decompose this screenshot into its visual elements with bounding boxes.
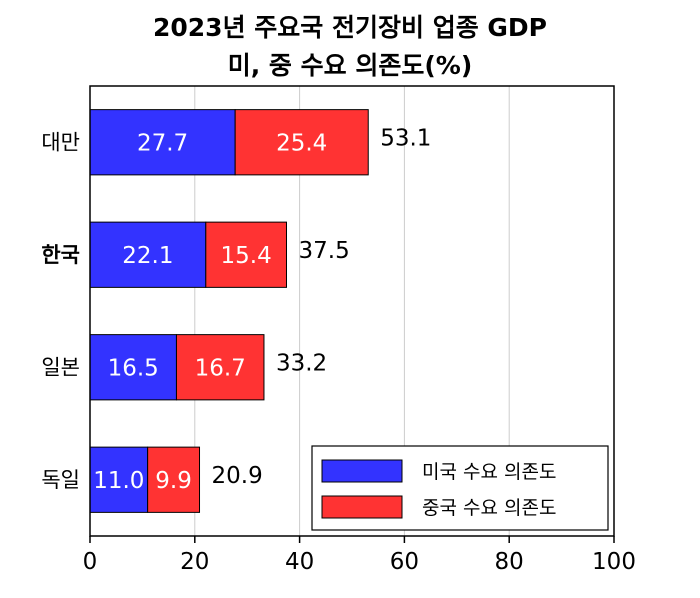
total-label-한국: 37.5 [299,238,350,264]
plot-frame [89,85,615,537]
tick-label-80: 80 [495,549,524,575]
bar-대만-0 [89,109,236,176]
bars [89,109,369,513]
tick-label-100: 100 [592,549,636,575]
bar-label-대만-0: 27.7 [137,130,188,156]
legend-label-0: 미국 수요 의존도 [422,461,556,483]
bar-label-한국-1: 15.4 [221,243,272,269]
tick-label-60: 60 [390,549,419,575]
legend-label-1: 중국 수요 의존도 [422,497,556,519]
x-axis-ticks: 0 20 40 60 80 100 [83,536,636,575]
chart-title-line-2: 미, 중 수요 의존도(%) [228,51,473,80]
bar-label-독일-0: 11.0 [93,468,144,494]
bar-labels: 27.7 25.4 53.1 22.1 15.4 37.5 16.5 16.7 33.2 11.0… [93,125,431,494]
tick-label-20: 20 [180,549,209,575]
bar-일본-1 [175,334,265,401]
category-label-일본: 일본 [41,355,80,379]
tick-label-0: 0 [83,549,98,575]
total-label-일본: 33.2 [276,350,327,376]
chart-title-line-1: 2023년 주요국 전기장비 업종 GDP [153,13,547,42]
category-label-독일: 독일 [41,468,80,492]
bar-label-일본-0: 16.5 [108,355,159,381]
category-label-대만: 대만 [41,130,80,154]
bar-label-대만-1: 25.4 [276,130,327,156]
bar-한국-0 [89,221,207,288]
bar-대만-1 [234,109,369,176]
total-label-대만: 53.1 [380,125,431,151]
legend-swatch-0 [321,459,403,483]
total-label-독일: 20.9 [212,463,263,489]
bar-한국-1 [205,221,287,288]
bar-label-독일-1: 9.9 [155,468,192,494]
tick-label-40: 40 [285,549,314,575]
category-label-한국: 한국 [41,243,80,267]
legend-swatch-1 [321,495,403,519]
bar-label-한국-0: 22.1 [122,243,173,269]
bar-독일-1 [147,446,201,513]
bar-label-일본-1: 16.7 [195,355,246,381]
